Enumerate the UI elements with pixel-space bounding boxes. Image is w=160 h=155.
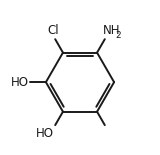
Text: Cl: Cl <box>48 24 60 37</box>
Text: 2: 2 <box>115 31 120 40</box>
Text: HO: HO <box>36 127 54 140</box>
Text: NH: NH <box>103 24 121 37</box>
Text: HO: HO <box>11 76 28 89</box>
